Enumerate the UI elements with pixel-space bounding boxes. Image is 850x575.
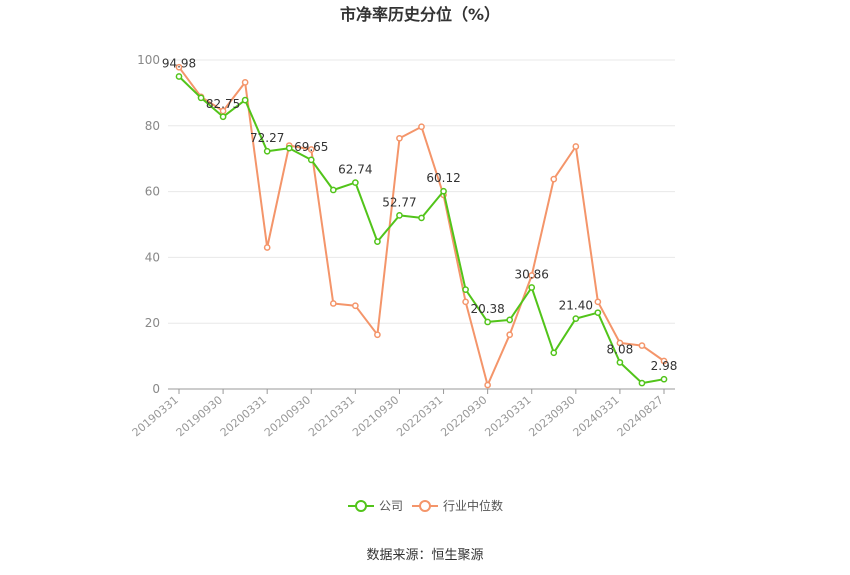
data-point (462, 298, 469, 306)
data-point (528, 284, 536, 291)
data-point (550, 175, 558, 183)
data-point (528, 272, 536, 279)
data-point (329, 300, 337, 307)
data-labels: 94.98 82.75 72.27 69.65 62.74 52.77 60.12 20.38… (162, 57, 678, 374)
x-tick-label: 20190331 (130, 393, 181, 439)
y-tick-label: 100 (137, 53, 160, 67)
data-label: 72.27 (250, 131, 284, 145)
data-point (241, 79, 249, 86)
data-label: 94.98 (162, 57, 196, 71)
x-tick-label: 20200930 (262, 393, 313, 439)
legend-item-1[interactable]: 行业中位数 (412, 498, 503, 513)
grid (168, 59, 675, 324)
data-label: 82.75 (206, 97, 240, 111)
legend[interactable]: 公司 行业中位数 (348, 498, 503, 513)
data-point (506, 331, 514, 339)
data-point (285, 144, 293, 152)
legend-label: 行业中位数 (443, 498, 503, 513)
y-tick-label: 40 (145, 250, 160, 264)
data-point (594, 298, 602, 306)
legend-marker (355, 500, 367, 512)
x-tick-label: 20230930 (526, 393, 577, 439)
legend-item-0[interactable]: 公司 (348, 499, 403, 513)
data-point (616, 359, 624, 366)
x-tick-label: 20210331 (306, 393, 357, 439)
data-point (462, 286, 469, 293)
data-point (352, 179, 359, 186)
data-point (484, 318, 491, 326)
data-label: 30.86 (515, 267, 549, 281)
data-point (572, 315, 580, 322)
series-line-0 (178, 75, 665, 385)
data-label: 2.98 (651, 359, 678, 373)
data-point (263, 244, 271, 251)
data-point (374, 331, 381, 339)
x-tick-label: 20230331 (482, 393, 533, 439)
data-point (616, 339, 624, 347)
x-tick-label: 20220331 (394, 393, 445, 439)
data-point (572, 143, 580, 150)
data-point (418, 123, 425, 131)
data-point (506, 316, 514, 324)
data-label: 8.08 (607, 342, 634, 356)
data-point (440, 187, 447, 195)
data-point (396, 134, 403, 142)
x-tick-label: 20240827 (615, 393, 666, 439)
data-point (374, 238, 381, 245)
x-tick-label: 20240331 (571, 393, 622, 439)
y-tick-label: 0 (152, 382, 160, 396)
data-point (660, 357, 668, 365)
data-point (175, 63, 183, 71)
series-group (175, 63, 668, 389)
data-label: 62.74 (338, 163, 372, 177)
y-axis: 0 20 40 60 80 100 (137, 53, 160, 396)
data-point (550, 349, 558, 357)
data-point (263, 147, 271, 155)
y-tick-label: 80 (145, 119, 160, 133)
data-label: 20.38 (470, 302, 504, 316)
data-point (352, 302, 359, 310)
data-label: 52.77 (382, 195, 416, 209)
x-tick-label: 20210930 (350, 393, 401, 439)
data-point (594, 309, 602, 317)
x-tick-label: 20190930 (174, 393, 225, 439)
data-point (241, 96, 249, 104)
legend-marker (419, 500, 431, 512)
data-label: 60.12 (426, 171, 460, 185)
x-tick-label: 20220930 (438, 393, 489, 439)
data-point (219, 113, 227, 121)
x-tick-label: 20200331 (218, 393, 269, 439)
data-point (307, 156, 315, 164)
legend-label: 公司 (379, 499, 403, 513)
y-tick-label: 60 (145, 185, 160, 199)
data-point (638, 342, 646, 349)
data-point (396, 212, 403, 219)
data-label: 21.40 (559, 299, 593, 313)
data-point (418, 214, 425, 222)
data-point (638, 379, 646, 387)
data-point (484, 381, 491, 389)
data-label: 69.65 (294, 140, 328, 154)
data-point (197, 94, 205, 102)
data-point (329, 186, 337, 194)
data-point (175, 73, 183, 80)
y-tick-label: 20 (145, 316, 160, 330)
chart-title: 市净率历史分位（%） (340, 5, 500, 24)
data-point (660, 375, 668, 383)
source-note: 数据来源：恒生聚源 (366, 548, 483, 563)
data-point (307, 146, 315, 153)
x-axis: 2019033120190930202003312020093020210331… (130, 388, 675, 439)
